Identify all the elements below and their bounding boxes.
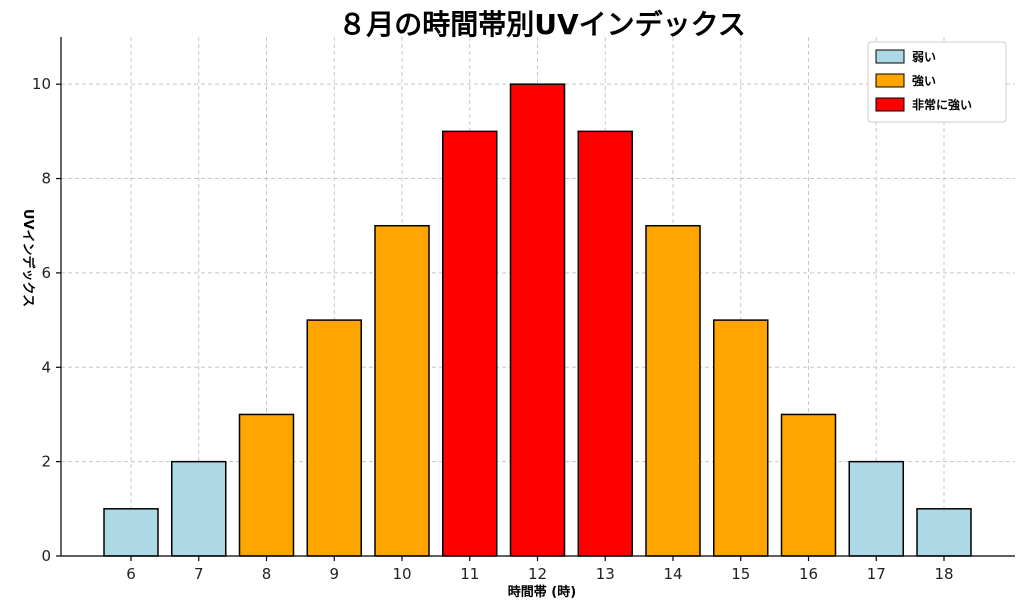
bar-hour-13 xyxy=(577,130,633,557)
x-tick-label: 16 xyxy=(799,565,818,583)
x-tick-label: 15 xyxy=(731,565,750,583)
axes xyxy=(56,37,1015,561)
bar-hour-14 xyxy=(645,224,701,557)
bar-hour-15 xyxy=(713,319,769,557)
legend-label-very_strong: 非常に強い xyxy=(912,97,972,112)
x-tick-label: 6 xyxy=(126,565,136,583)
x-tick-label: 9 xyxy=(329,565,339,583)
x-axis-label: 時間帯 (時) xyxy=(508,584,576,600)
x-tick-label: 13 xyxy=(596,565,615,583)
y-tick-label: 10 xyxy=(32,75,51,93)
x-tick-label: 14 xyxy=(663,565,682,583)
bar-hour-17 xyxy=(848,460,904,557)
legend-swatch-very_strong xyxy=(875,97,905,112)
legend-swatch-strong xyxy=(875,73,905,88)
bar-hour-9 xyxy=(306,319,362,557)
y-axis-label: UVインデックス xyxy=(20,209,36,307)
x-tick-label: 8 xyxy=(262,565,272,583)
x-tick-label: 17 xyxy=(867,565,886,583)
x-tick-label: 11 xyxy=(460,565,479,583)
y-tick-label: 4 xyxy=(41,358,51,376)
y-tick-labels: 0 2 4 6 8 10 xyxy=(32,75,51,565)
x-tick-label: 18 xyxy=(934,565,953,583)
legend-label-strong: 強い xyxy=(912,73,936,88)
chart-title: ８月の時間帯別UVインデックス xyxy=(338,8,746,41)
legend-swatch-weak xyxy=(875,49,905,64)
x-tick-labels: 6 7 8 9 10 11 12 13 14 15 16 17 18 xyxy=(126,565,953,583)
y-tick-label: 8 xyxy=(41,170,51,188)
x-tick-label: 7 xyxy=(194,565,204,583)
bar-hour-8 xyxy=(238,413,295,557)
y-tick-label: 2 xyxy=(41,453,51,471)
bar-hour-16 xyxy=(780,413,837,557)
bar-hour-12 xyxy=(509,83,566,557)
bar-hour-11 xyxy=(442,130,498,557)
x-tick-label: 10 xyxy=(392,565,411,583)
y-tick-label: 0 xyxy=(41,547,51,565)
bars xyxy=(103,83,972,557)
bar-hour-18 xyxy=(916,508,972,557)
bar-hour-7 xyxy=(171,460,227,557)
bar-hour-6 xyxy=(103,508,159,557)
x-tick-label: 12 xyxy=(528,565,547,583)
y-tick-label: 6 xyxy=(41,264,51,282)
legend-label-weak: 弱い xyxy=(912,49,936,64)
bar-hour-10 xyxy=(374,224,430,557)
